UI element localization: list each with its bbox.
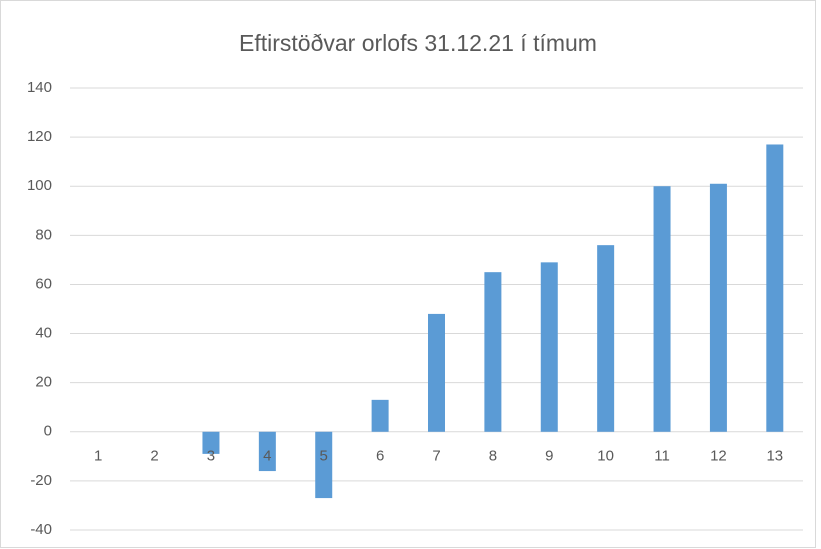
y-tick-label: 120 (27, 128, 52, 145)
bar (766, 144, 784, 432)
y-tick-label: -20 (30, 472, 52, 489)
x-tick-label: 6 (376, 448, 384, 465)
x-tick-label: 8 (489, 448, 497, 465)
chart-title: Eftirstöðvar orlofs 31.12.21 í tímum (239, 30, 597, 56)
x-tick-label: 2 (150, 448, 158, 465)
y-tick-label: 40 (35, 325, 52, 342)
x-tick-label: 13 (766, 448, 783, 465)
bar (258, 431, 276, 472)
x-tick-label: 1 (94, 448, 102, 465)
x-tick-label: 9 (545, 448, 553, 465)
y-tick-label: 60 (35, 275, 52, 292)
x-tick-label: 5 (320, 448, 328, 465)
x-tick-label: 4 (263, 448, 271, 465)
bar (315, 431, 333, 499)
y-tick-label: 20 (35, 374, 52, 391)
x-tick-label: 7 (432, 448, 440, 465)
bar (709, 183, 727, 432)
x-tick-label: 12 (710, 448, 727, 465)
bar (653, 186, 671, 432)
y-tick-label: 0 (44, 423, 52, 440)
bar (202, 431, 220, 454)
x-tick-label: 11 (654, 448, 670, 465)
bar (371, 399, 389, 432)
y-tick-label: -40 (30, 521, 52, 538)
x-tick-label: 3 (207, 448, 215, 465)
y-tick-label: 80 (35, 226, 52, 243)
bar (597, 245, 615, 432)
y-tick-label: 140 (27, 79, 52, 96)
bar (428, 313, 445, 432)
bar (540, 262, 558, 432)
bar (484, 272, 502, 432)
y-tick-label: 100 (27, 177, 52, 194)
x-tick-label: 10 (597, 448, 614, 465)
